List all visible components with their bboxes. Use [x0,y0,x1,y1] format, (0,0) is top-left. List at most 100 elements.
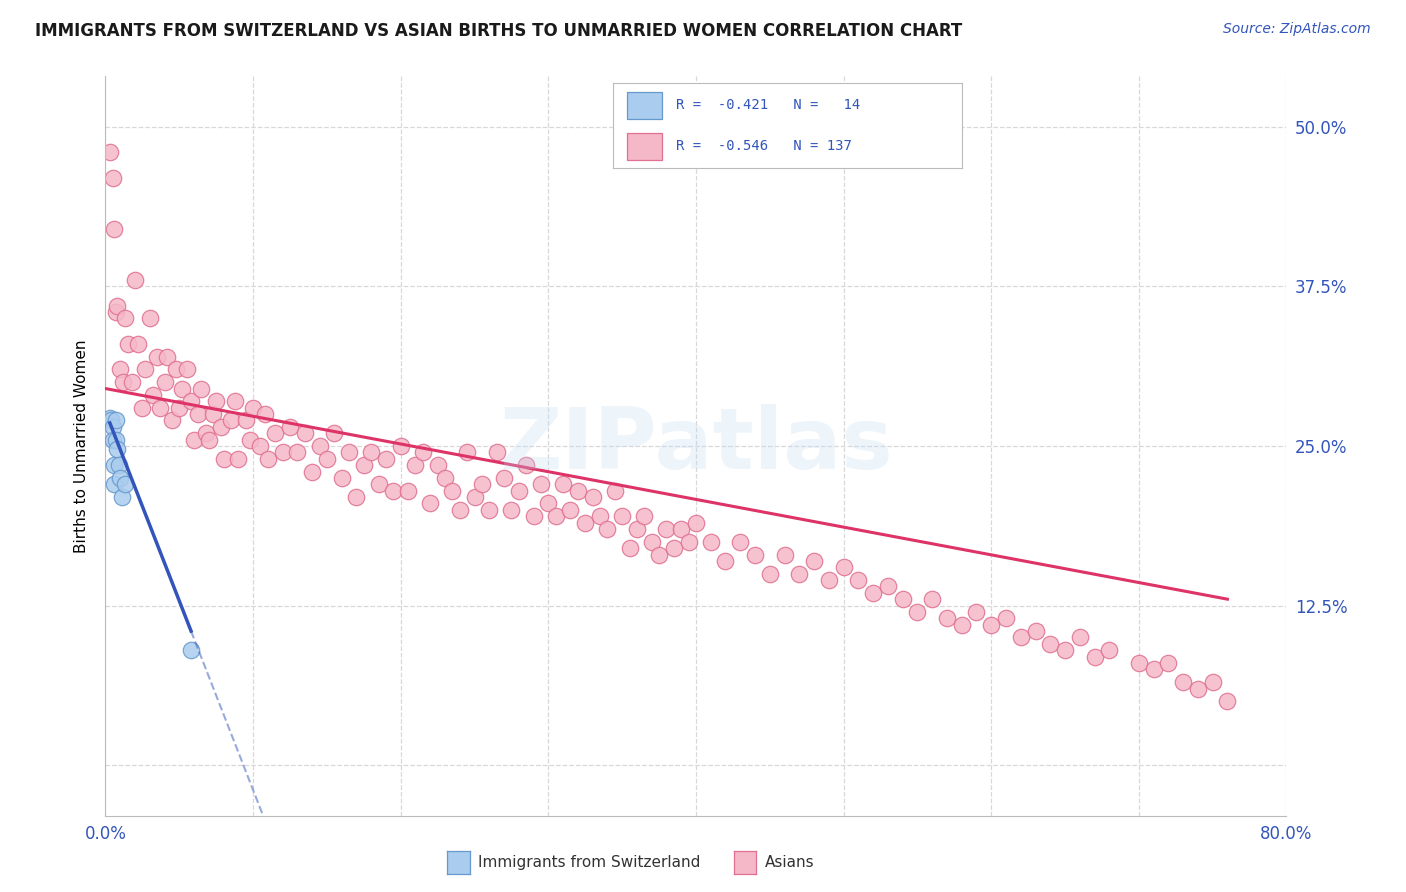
Point [449,503,471,517]
Point [149,401,172,415]
Point [501,503,523,517]
Point [183,433,205,447]
Point [1098,643,1121,657]
Point [323,426,346,441]
Point [730,534,752,549]
Point [530,477,553,491]
Point [1201,675,1223,690]
Point [111,490,134,504]
Point [253,407,276,421]
Point [176,362,198,376]
Point [773,548,796,562]
Point [995,611,1018,625]
Point [112,375,135,389]
Point [153,375,176,389]
Point [190,382,212,396]
Point [114,477,136,491]
Point [426,458,449,472]
Point [1187,681,1209,696]
Point [787,566,810,581]
Point [249,439,271,453]
Point [346,490,368,504]
Point [699,534,723,549]
Point [603,483,626,498]
Point [744,548,766,562]
Point [551,477,574,491]
Point [619,541,641,555]
Point [950,617,973,632]
Point [412,445,434,459]
Point [110,471,132,485]
Point [492,471,515,485]
Point [544,509,567,524]
Point [330,471,353,485]
Point [560,503,582,517]
Text: Asians: Asians [765,855,814,870]
Point [471,477,494,491]
Point [389,439,412,453]
Point [485,445,508,459]
Text: ZIPatlas: ZIPatlas [499,404,893,488]
Point [127,337,149,351]
Point [287,445,309,459]
Point [980,617,1002,632]
Point [671,522,693,536]
Point [104,413,127,427]
Point [803,554,825,568]
Point [1128,656,1150,670]
Point [107,458,129,472]
Point [921,592,943,607]
Point [662,541,685,555]
Point [877,579,900,593]
Point [194,426,217,441]
Point [596,522,619,536]
Point [308,439,330,453]
Point [278,420,301,434]
Point [103,477,125,491]
Point [965,605,987,619]
Point [478,503,501,517]
Point [100,413,122,427]
Point [103,222,125,236]
Point [101,420,124,434]
Text: Immigrants from Switzerland: Immigrants from Switzerland [478,855,700,870]
Point [641,534,664,549]
Point [301,465,323,479]
Point [117,337,139,351]
Point [165,362,187,376]
Point [655,522,678,536]
Point [101,433,124,447]
Point [224,394,246,409]
Point [294,426,316,441]
Point [169,401,191,415]
Point [633,509,655,524]
Point [626,522,648,536]
Point [360,445,382,459]
Point [1171,675,1194,690]
Point [907,605,929,619]
Point [685,516,707,530]
Point [396,483,419,498]
Point [121,375,143,389]
Point [257,451,280,466]
Point [567,483,589,498]
Point [678,534,700,549]
Point [235,413,257,427]
Point [1157,656,1180,670]
Point [818,573,841,587]
Point [202,407,225,421]
Point [98,411,121,425]
Point [160,413,183,427]
Point [582,490,605,504]
Point [105,442,128,456]
Point [405,458,427,472]
Point [146,350,169,364]
Point [367,477,389,491]
Point [105,299,128,313]
Point [523,509,546,524]
Point [353,458,375,472]
Point [936,611,959,625]
Point [846,573,869,587]
Point [508,483,530,498]
Point [1054,643,1077,657]
